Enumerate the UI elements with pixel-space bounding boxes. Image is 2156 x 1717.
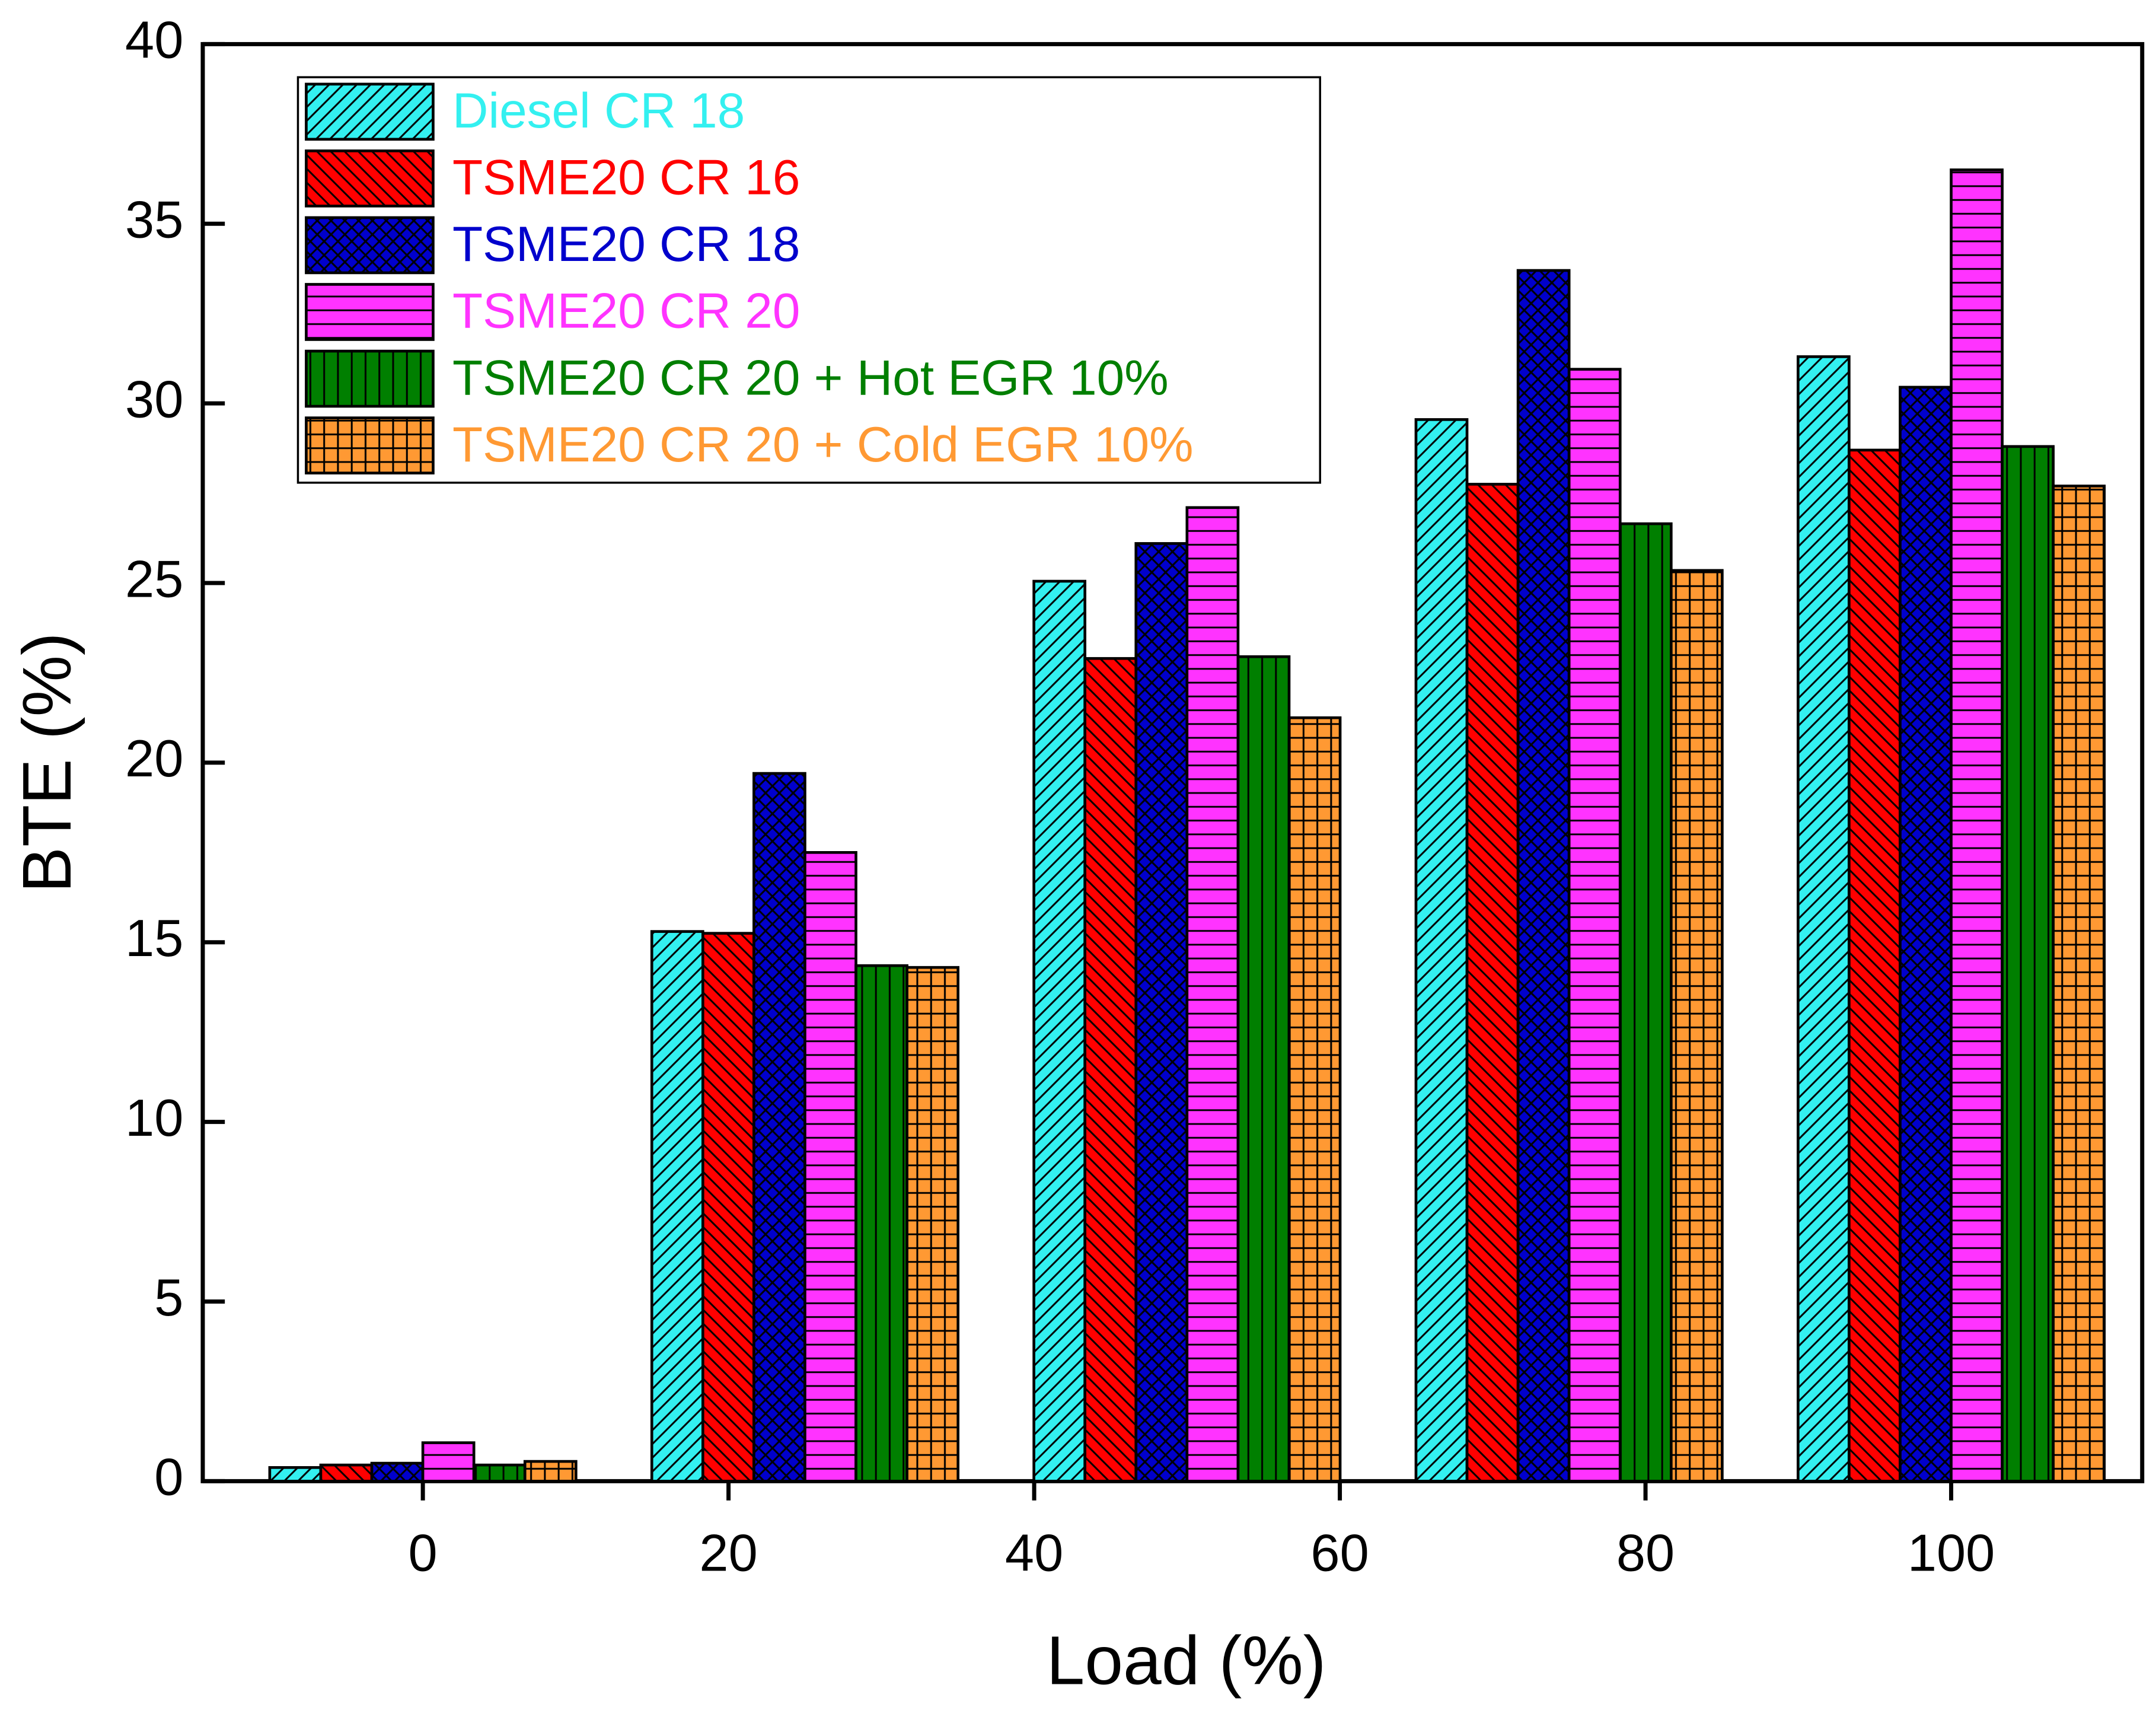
bar xyxy=(701,932,755,1483)
bar xyxy=(370,1461,425,1483)
bar xyxy=(1465,483,1520,1483)
legend-label: TSME20 CR 16 xyxy=(452,149,800,205)
legend-label: TSME20 CR 18 xyxy=(452,216,800,272)
bar xyxy=(319,1463,374,1483)
legend-swatch xyxy=(305,283,435,341)
legend-box xyxy=(296,76,1322,484)
bar xyxy=(854,964,908,1483)
legend-label: TSME20 CR 20 xyxy=(452,283,800,339)
y-tick-label: 5 xyxy=(154,1268,183,1327)
x-tick-label: 60 xyxy=(1310,1524,1369,1582)
bar xyxy=(1287,716,1342,1483)
bar xyxy=(1567,368,1622,1483)
y-tick-label: 10 xyxy=(125,1088,183,1147)
bar xyxy=(803,851,857,1483)
bar xyxy=(1797,355,1851,1483)
legend-swatch xyxy=(305,216,435,275)
y-tick-label: 30 xyxy=(125,370,183,429)
bar xyxy=(1032,579,1087,1483)
bar xyxy=(268,1466,323,1483)
y-tick-label: 15 xyxy=(125,909,183,967)
bar xyxy=(752,772,806,1483)
x-tick-label: 80 xyxy=(1616,1524,1675,1582)
bar xyxy=(1185,506,1240,1483)
x-tick-label: 0 xyxy=(409,1524,438,1582)
bar xyxy=(523,1460,578,1483)
bar xyxy=(2001,445,2055,1483)
legend-label: TSME20 CR 20 + Hot EGR 10% xyxy=(452,349,1169,405)
bar xyxy=(1516,269,1571,1483)
legend-swatch xyxy=(305,82,435,141)
y-tick-label: 0 xyxy=(154,1448,183,1506)
bar xyxy=(650,930,704,1483)
bar xyxy=(1899,386,1953,1483)
bar xyxy=(1083,657,1138,1483)
x-tick-label: 40 xyxy=(1005,1524,1063,1582)
bar xyxy=(905,966,960,1483)
bar xyxy=(1848,448,1902,1483)
bar xyxy=(1236,655,1291,1483)
legend-swatch xyxy=(305,349,435,408)
x-tick-label: 100 xyxy=(1908,1524,1995,1582)
y-tick-label: 40 xyxy=(125,11,183,69)
bar xyxy=(1950,168,2004,1483)
legend-swatch xyxy=(305,149,435,208)
y-tick-label: 20 xyxy=(125,729,183,788)
bar xyxy=(421,1441,476,1483)
bar xyxy=(472,1463,527,1483)
bar xyxy=(1618,522,1673,1483)
y-tick-label: 25 xyxy=(125,549,183,608)
x-tick-label: 20 xyxy=(699,1524,757,1582)
bar xyxy=(1134,542,1189,1483)
y-tick-label: 35 xyxy=(125,190,183,249)
bar xyxy=(1670,569,1724,1483)
legend-label: Diesel CR 18 xyxy=(452,82,745,138)
legend-label: TSME20 CR 20 + Cold EGR 10% xyxy=(452,416,1194,472)
y-axis-label: BTE (%) xyxy=(8,632,85,893)
x-axis-label: Load (%) xyxy=(1047,1622,1326,1699)
legend-swatch xyxy=(305,416,435,474)
bar xyxy=(1414,418,1469,1483)
bar xyxy=(2052,485,2106,1483)
